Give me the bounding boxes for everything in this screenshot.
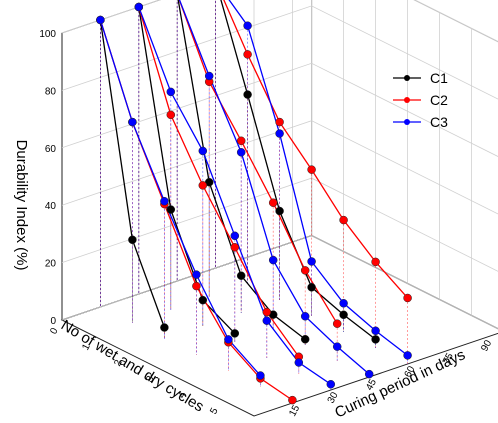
data-point-c3 [134,2,144,12]
data-point-c3 [403,351,412,360]
data-point-c2 [166,110,176,120]
series-line-c1 [220,0,376,340]
data-point-c3 [256,371,265,380]
z-tick-label: 30 [326,390,341,405]
data-point-c3 [224,335,233,344]
data-point-c1 [275,206,284,216]
gridlines [61,0,498,330]
series-line-c1 [138,6,236,334]
data-point-c1 [307,283,316,292]
legend-marker [404,75,410,81]
data-point-c2 [268,198,278,207]
data-point-c3 [294,358,304,367]
y-gridline [61,0,498,43]
y-tick-label: 0 [50,316,56,327]
legend-label: C2 [430,92,448,108]
data-point-c2 [262,307,272,317]
y-tick-label: 60 [45,144,57,155]
data-point-c2 [300,266,310,275]
y-tick-label: 20 [45,259,57,270]
data-point-c3 [326,380,336,389]
data-point-c2 [192,281,201,291]
data-point-c1 [243,90,252,99]
y-gridline [61,235,498,330]
series-points [96,2,412,405]
y-tick-label: 100 [39,29,56,40]
data-point-c3 [96,15,105,25]
data-point-c2 [243,50,252,59]
data-point-c3 [332,342,342,351]
x-tick-label: 3 [144,374,157,384]
y-gridline [61,5,498,100]
data-point-c2 [236,136,246,146]
tick-labels: 0204060801000123456153045607590 [39,29,494,423]
series-line-c2 [178,0,338,325]
data-point-c2 [288,395,297,405]
data-point-c3 [243,21,252,30]
data-point-c3 [275,129,284,138]
z-axis-title: Curing period in days [332,346,468,421]
data-point-c2 [230,243,240,252]
x-tick-label: 2 [112,358,125,368]
data-point-c2 [339,215,348,225]
data-point-c3 [371,326,380,336]
data-point-c3 [339,299,348,308]
data-point-c2 [371,257,380,267]
data-point-c3 [268,255,278,265]
data-point-c3 [128,117,137,127]
y-gridline [61,177,498,272]
data-point-c3 [230,231,240,241]
x-axis-title: No of wet and dry cycles [58,317,207,416]
x-tick-label: 1 [80,342,93,352]
data-point-c1 [160,323,169,332]
z-tick-label: 75 [441,351,456,366]
series-line-c2 [138,6,300,358]
z-tick-label: 45 [364,377,379,392]
data-point-c2 [403,293,412,303]
y-axis-title: Durability Index (%) [13,140,30,271]
data-point-c3 [198,146,208,156]
data-point-c1 [198,295,208,305]
legend-marker [404,97,410,103]
z-tick-label: 15 [287,403,302,418]
data-point-c2 [198,181,208,190]
x-tick-label: 0 [48,326,61,336]
y-tick-label: 40 [45,201,57,212]
data-point-c3 [307,257,316,266]
data-point-c2 [307,165,316,174]
legend: C1 C2 C3 [393,70,448,130]
data-point-c3 [364,369,374,379]
data-point-c1 [128,235,137,245]
data-point-c1 [300,335,310,344]
data-point-c2 [275,117,284,127]
z-tick-label: 90 [479,338,494,353]
legend-label: C3 [430,114,448,130]
data-point-c3 [192,270,201,279]
data-point-c1 [371,335,380,344]
data-point-c3 [166,87,176,97]
data-point-c3 [204,71,214,81]
data-point-c2 [332,319,342,328]
data-point-c1 [166,205,176,214]
floor [60,234,498,417]
legend-label: C1 [430,70,448,86]
x-tick-label: 4 [176,390,189,400]
data-point-c3 [262,316,272,325]
data-point-c1 [339,310,348,320]
legend-marker [404,119,410,125]
series-line-c3 [99,19,261,376]
data-point-c1 [230,329,240,338]
y-tick-label: 80 [45,86,57,97]
data-point-c3 [160,196,169,206]
z-tick-label: 60 [403,364,418,379]
data-point-c3 [236,148,246,157]
x-tick-label: 5 [208,406,221,416]
data-point-c3 [300,312,310,321]
data-point-c1 [236,271,246,280]
